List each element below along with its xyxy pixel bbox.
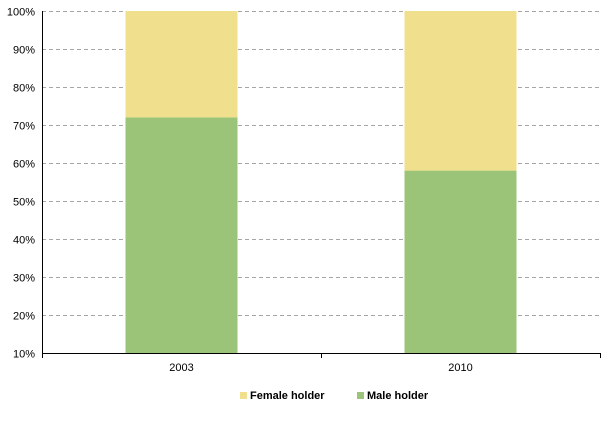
legend-label: Female holder bbox=[250, 390, 325, 402]
y-tick-label: 40% bbox=[13, 235, 35, 247]
y-tick-label: 60% bbox=[13, 159, 35, 171]
legend-label: Male holder bbox=[367, 390, 429, 402]
y-tick-label: 30% bbox=[13, 273, 35, 285]
y-tick-labels: 10% 20% 30% 40% 50% 60% 70% 80% 90% 100% bbox=[7, 7, 35, 361]
y-tick-label: 50% bbox=[13, 197, 35, 209]
y-tick-label: 90% bbox=[13, 45, 35, 57]
bar-male-holder-2003 bbox=[125, 117, 238, 354]
bar-male-holder-2010 bbox=[404, 170, 517, 353]
bar-female-holder-2010 bbox=[404, 11, 517, 171]
y-tick-label: 20% bbox=[13, 311, 35, 323]
x-tick-label: 2010 bbox=[448, 362, 472, 374]
legend-swatch bbox=[357, 392, 364, 399]
bars bbox=[125, 11, 517, 354]
y-tick-label: 70% bbox=[13, 121, 35, 133]
x-tick-labels: 2003 2010 bbox=[169, 362, 472, 374]
x-tick-label: 2003 bbox=[169, 362, 193, 374]
y-tick-label: 80% bbox=[13, 83, 35, 95]
legend: Female holder Male holder bbox=[240, 390, 429, 402]
y-tick-label: 10% bbox=[13, 349, 35, 361]
legend-swatch bbox=[240, 392, 247, 399]
y-tick-label: 100% bbox=[7, 7, 35, 19]
bar-female-holder-2003 bbox=[125, 11, 238, 118]
